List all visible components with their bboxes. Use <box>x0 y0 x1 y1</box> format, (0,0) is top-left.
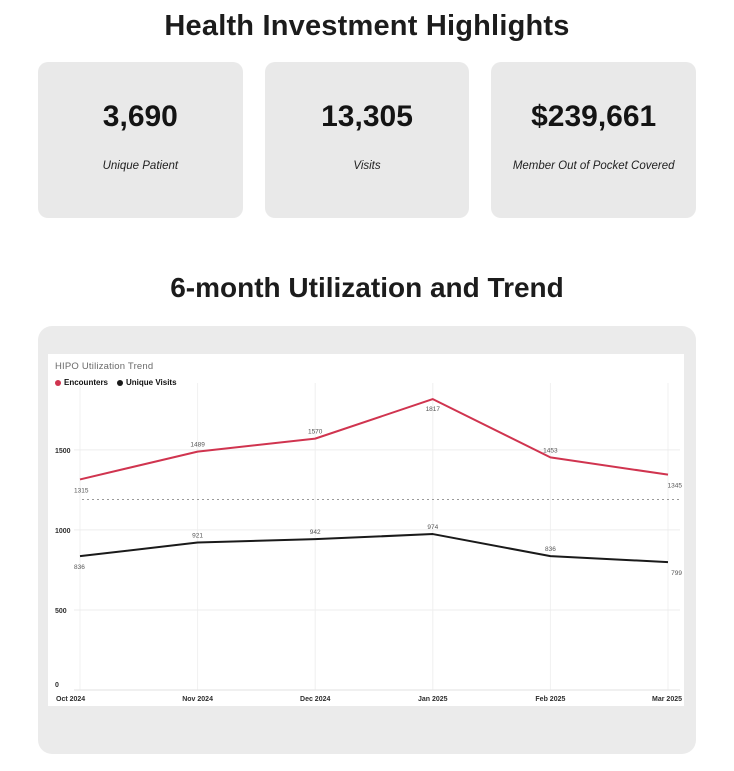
legend-dot-encounters <box>55 379 61 386</box>
page-title: Health Investment Highlights <box>164 10 570 42</box>
svg-text:1570: 1570 <box>308 429 323 436</box>
stat-card-visits: 13,305 Visits <box>264 62 470 218</box>
chart-panel: HIPO Utilization Trend Encounters Unique… <box>48 354 684 706</box>
stat-card-out-of-pocket: $239,661 Member Out of Pocket Covered <box>491 62 697 218</box>
svg-text:1453: 1453 <box>543 447 558 454</box>
stat-value-visits: 13,305 <box>321 100 413 133</box>
stat-label-out-of-pocket: Member Out of Pocket Covered <box>512 160 675 172</box>
stat-card-unique-patient: 3,690 Unique Patient <box>38 62 243 218</box>
svg-text:921: 921 <box>192 533 203 540</box>
stat-value-out-of-pocket: $239,661 <box>531 100 657 133</box>
svg-text:1500: 1500 <box>55 448 71 455</box>
svg-text:Feb 2025: Feb 2025 <box>535 696 565 703</box>
svg-text:799: 799 <box>671 570 682 577</box>
svg-text:Dec 2024: Dec 2024 <box>300 696 330 703</box>
stat-label-unique-patient: Unique Patient <box>102 160 179 172</box>
chart-container: HIPO Utilization Trend Encounters Unique… <box>38 326 696 754</box>
svg-text:1489: 1489 <box>190 442 205 449</box>
svg-text:Mar 2025: Mar 2025 <box>652 696 682 703</box>
utilization-line-chart: 0 500 1000 1500 Oct 2024 Nov 2024 Dec 2024 Jan … <box>55 383 683 703</box>
svg-text:Jan 2025: Jan 2025 <box>418 696 448 703</box>
svg-text:500: 500 <box>55 608 67 615</box>
legend-dot-unique-visits <box>117 379 124 386</box>
stat-cards: 3,690 Unique Patient 13,305 Visits $239,… <box>0 62 734 218</box>
svg-text:942: 942 <box>310 529 321 536</box>
section-title: 6-month Utilization and Trend <box>170 272 564 303</box>
svg-text:836: 836 <box>545 546 556 553</box>
chart-title: HIPO Utilization Trend <box>55 361 154 372</box>
legend-label-unique-visits: Unique Visits <box>126 378 177 387</box>
svg-text:1000: 1000 <box>55 528 71 535</box>
svg-text:974: 974 <box>427 524 438 531</box>
chart-header: HIPO Utilization Trend Encounters Unique… <box>55 361 177 387</box>
svg-text:1817: 1817 <box>426 406 441 413</box>
legend-item-unique-visits[interactable]: Unique Visits <box>117 378 177 387</box>
legend-label-encounters: Encounters <box>64 378 109 387</box>
svg-text:1345: 1345 <box>668 483 683 490</box>
svg-text:Nov 2024: Nov 2024 <box>182 696 213 703</box>
stat-label-visits: Visits <box>353 160 381 172</box>
stat-value-unique-patient: 3,690 <box>102 100 178 133</box>
svg-text:0: 0 <box>55 682 59 689</box>
legend-item-encounters[interactable]: Encounters <box>55 378 108 387</box>
svg-text:836: 836 <box>74 564 85 571</box>
chart-legend: Encounters Unique Visits <box>55 378 177 387</box>
svg-text:1315: 1315 <box>74 487 89 494</box>
svg-text:Oct 2024: Oct 2024 <box>56 696 85 703</box>
